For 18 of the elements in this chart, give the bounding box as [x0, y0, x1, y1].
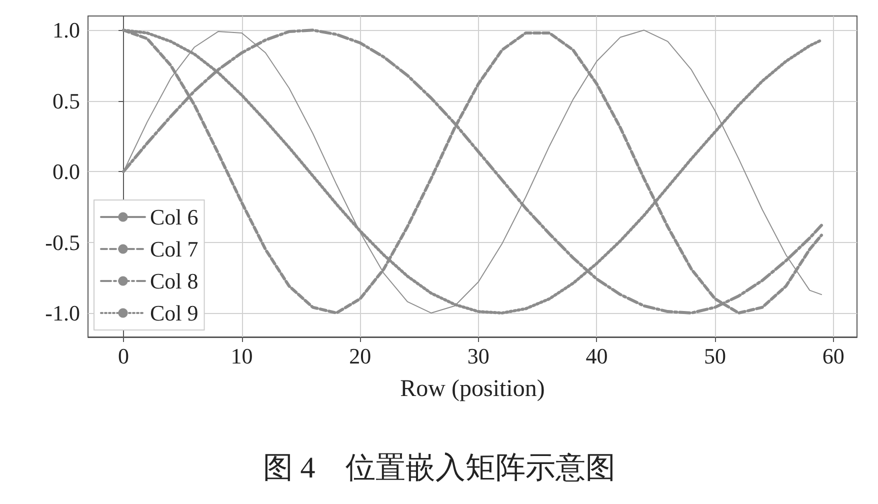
legend-label: Col 9 — [150, 300, 198, 326]
y-tick-label: -0.5 — [45, 230, 80, 255]
y-tick-label: 1.0 — [52, 18, 80, 43]
text: 图 4 位置嵌入矩阵示意图 — [262, 452, 616, 484]
y-tick-label: -1.0 — [45, 300, 80, 326]
x-tick-label: 60 — [822, 344, 844, 368]
legend-label: Col 7 — [150, 236, 198, 262]
x-tick-label: 20 — [349, 344, 372, 368]
x-tick-label: 10 — [230, 344, 253, 368]
x-axis-title: Row (position) — [400, 376, 545, 402]
x-tick-label: 30 — [467, 344, 490, 368]
y-tick-label: 0.0 — [52, 159, 80, 184]
legend-label: Col 6 — [150, 204, 198, 230]
legend-label: Col 8 — [150, 268, 198, 294]
y-tick-label: 0.5 — [52, 88, 80, 114]
x-tick-label: 40 — [586, 344, 608, 368]
x-tick-label: 50 — [704, 344, 726, 368]
x-tick-label: 0 — [118, 344, 129, 368]
